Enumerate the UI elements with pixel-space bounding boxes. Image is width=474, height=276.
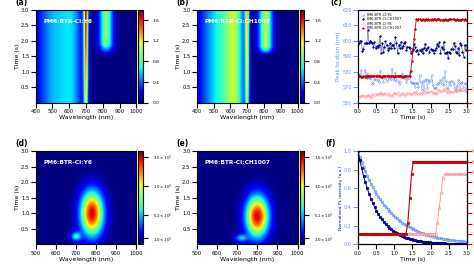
PM6:BTR-Cl:Y6 [460,88,465,91]
PM6:BTR-Cl:CH1007 [461,55,466,58]
X-axis label: Wavelength (nm): Wavelength (nm) [220,257,274,262]
Y-axis label: Time (s): Time (s) [176,44,181,69]
PM6:BTR-Cl:Y6 [381,92,386,95]
X-axis label: Wavelength (nm): Wavelength (nm) [220,115,274,120]
Text: (a): (a) [15,0,27,7]
X-axis label: Time (s): Time (s) [400,115,425,120]
PM6:BTR-Cl:CH1007 [457,41,463,44]
PM6:BTR-Cl:Y6 [456,89,462,92]
Line: PM6:BTR-Cl:Y6: PM6:BTR-Cl:Y6 [357,68,468,92]
PM6:BTR-Cl:CH1007 [382,46,387,49]
PM6:BTR-Cl:CH1007 [355,75,361,78]
Text: (e): (e) [177,139,189,148]
PM6:BTR-Cl:Y6 [457,88,463,92]
PM6:BTR-Cl:CH1007 [421,46,427,50]
Line: PM6:BTR-Cl:CH1007: PM6:BTR-Cl:CH1007 [357,18,468,78]
PM6:BTR-Cl:CH1007 [446,57,451,60]
PM6:BTR-Cl:Y6 [441,87,447,90]
Y-axis label: Time (s): Time (s) [15,185,19,210]
PM6:BTR-Cl:CH1007 [422,18,428,21]
Line: PM6:BTR-Cl:Y6: PM6:BTR-Cl:Y6 [357,87,468,99]
PM6:BTR-Cl:Y6 [421,87,427,90]
Text: PM6:BTR-Cl:Y6: PM6:BTR-Cl:Y6 [44,160,92,166]
PM6:BTR-Cl:CH1007 [412,45,418,48]
PM6:BTR-Cl:Y6 [389,68,395,71]
X-axis label: Wavelength (nm): Wavelength (nm) [59,257,113,262]
PM6:BTR-Cl:Y6 [411,91,417,94]
Y-axis label: Time (s): Time (s) [176,185,181,210]
PM6:BTR-Cl:CH1007 [364,75,370,78]
PM6:BTR-Cl:Y6 [376,80,382,84]
PM6:BTR-Cl:CH1007 [416,17,421,20]
Text: PM6:BTR-Cl:CH1007: PM6:BTR-Cl:CH1007 [205,19,271,24]
PM6:BTR-Cl:Y6 [355,73,361,76]
Y-axis label: Peak location (nm): Peak location (nm) [336,31,341,81]
PM6:BTR-Cl:CH1007 [377,35,383,38]
Text: PM6:BTR-Cl:Y6: PM6:BTR-Cl:Y6 [44,19,92,24]
Y-axis label: Normalized PL intensity (a.u.): Normalized PL intensity (a.u.) [338,166,343,230]
PM6:BTR-Cl:Y6 [464,90,470,93]
Text: (d): (d) [15,139,28,148]
PM6:BTR-Cl:Y6 [453,89,459,93]
PM6:BTR-Cl:Y6 [355,96,361,99]
Text: PM6:BTR-Cl:CH1007: PM6:BTR-Cl:CH1007 [205,160,271,166]
Y-axis label: Time (s): Time (s) [15,44,19,69]
PM6:BTR-Cl:Y6 [381,80,386,84]
Text: (b): (b) [177,0,189,7]
PM6:BTR-Cl:CH1007 [464,44,470,47]
X-axis label: Wavelength (nm): Wavelength (nm) [59,115,113,120]
PM6:BTR-Cl:Y6 [464,88,470,91]
X-axis label: Time (s): Time (s) [400,257,425,262]
PM6:BTR-Cl:CH1007 [377,75,383,78]
PM6:BTR-Cl:CH1007 [464,18,470,21]
Line: PM6:BTR-Cl:CH1007: PM6:BTR-Cl:CH1007 [357,30,468,59]
PM6:BTR-Cl:CH1007 [355,42,361,46]
PM6:BTR-Cl:CH1007 [412,27,418,30]
PM6:BTR-Cl:Y6 [376,93,382,97]
PM6:BTR-Cl:CH1007 [461,18,466,21]
Legend: PM6:BTR-Cl:Y6, PM6:BTR-Cl:CH1007, PM6:BTR-Cl:Y6, PM6:BTR-Cl:CH1007: PM6:BTR-Cl:Y6, PM6:BTR-Cl:CH1007, PM6:BT… [360,11,403,32]
PM6:BTR-Cl:Y6 [420,92,426,95]
Text: (c): (c) [331,0,342,7]
PM6:BTR-Cl:CH1007 [382,75,387,78]
PM6:BTR-Cl:CH1007 [365,29,371,32]
PM6:BTR-Cl:Y6 [461,87,466,90]
PM6:BTR-Cl:Y6 [412,86,418,89]
Text: (f): (f) [325,139,336,148]
PM6:BTR-Cl:CH1007 [457,18,463,22]
